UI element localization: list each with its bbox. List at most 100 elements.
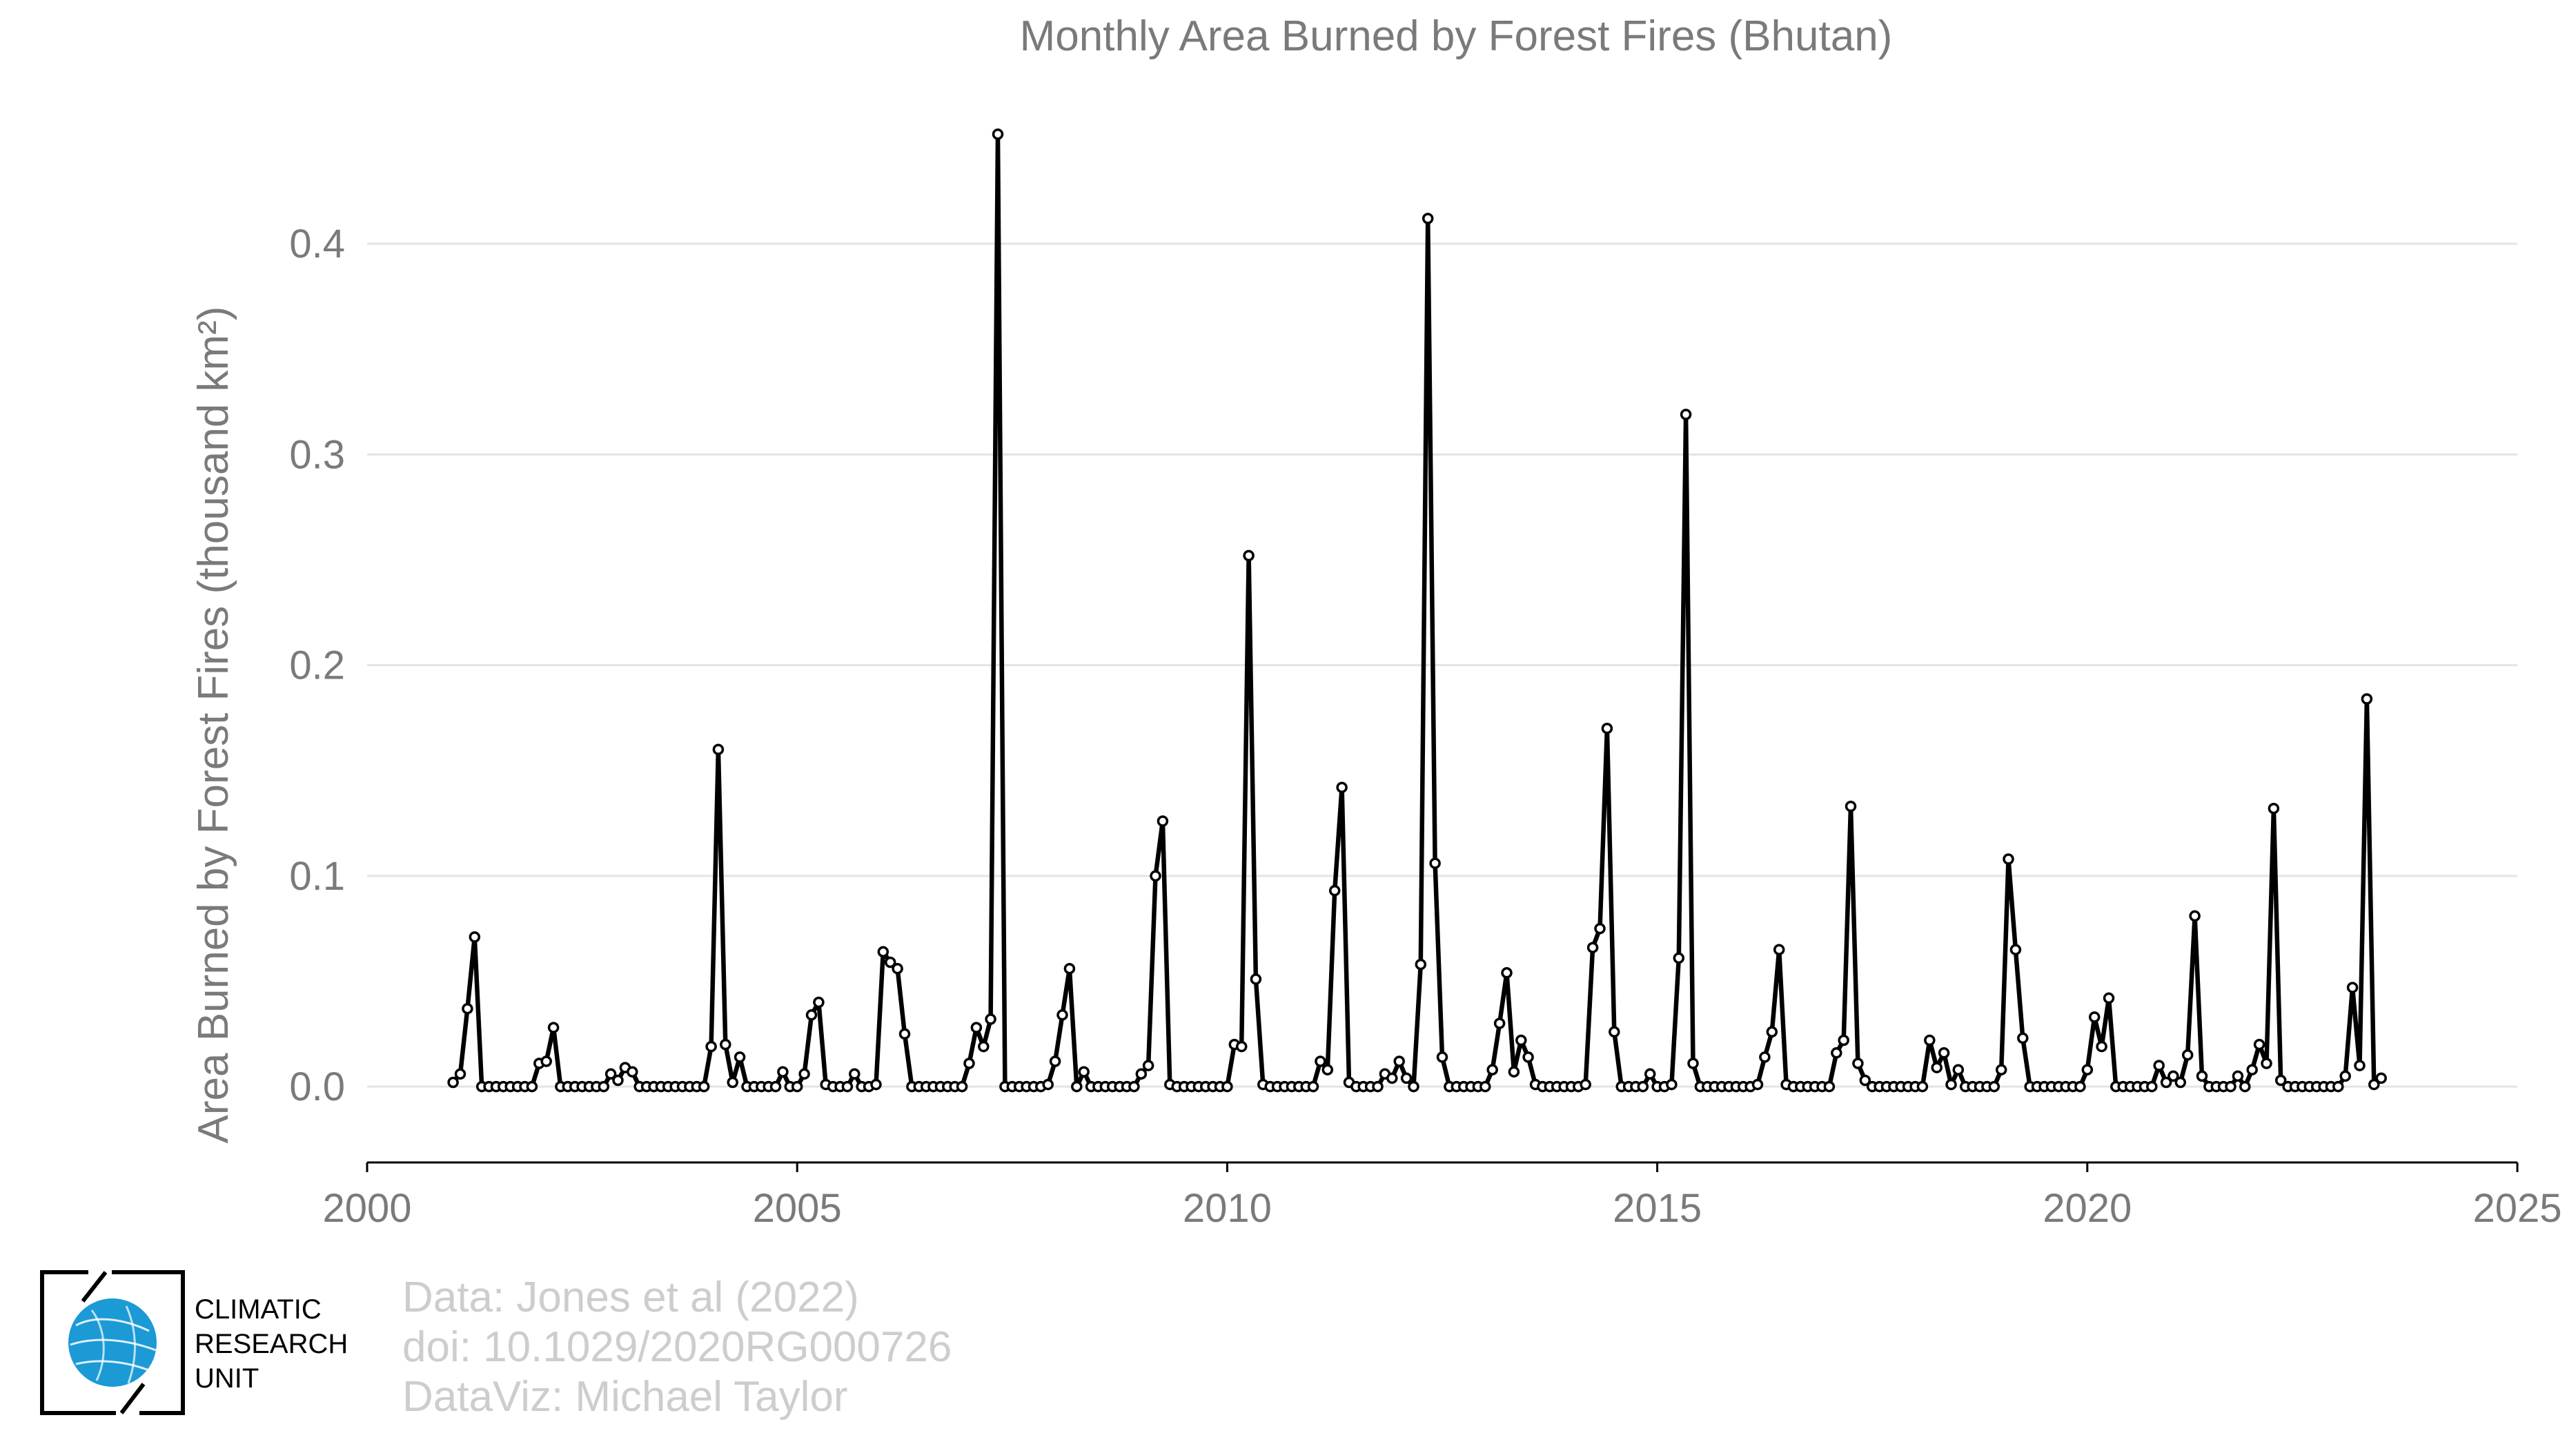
- data-point: [2361, 693, 2373, 705]
- data-point: [1501, 967, 1513, 979]
- data-point: [2103, 992, 2115, 1004]
- data-point: [2146, 1080, 2158, 1093]
- y-tick-label: 0.2: [289, 643, 345, 688]
- data-point: [791, 1080, 803, 1093]
- data-point: [1221, 1080, 1233, 1093]
- data-point: [1988, 1080, 2000, 1093]
- data-point: [1609, 1026, 1620, 1038]
- data-point: [970, 1022, 983, 1033]
- y-tick-label: 0.4: [289, 222, 345, 266]
- series-line: [451, 132, 2383, 1089]
- data-point: [1400, 1072, 1413, 1084]
- data-point: [2174, 1076, 2187, 1089]
- data-point: [1515, 1034, 1527, 1046]
- data-point: [1580, 1078, 1591, 1091]
- credit-doi: doi: 10.1029/2020RG000726: [402, 1323, 952, 1371]
- data-point: [1522, 1051, 1534, 1063]
- x-tick-label: 2005: [753, 1186, 842, 1231]
- data-point: [1673, 952, 1685, 964]
- data-point: [2368, 1078, 2380, 1091]
- data-point: [469, 931, 481, 943]
- data-point: [1078, 1066, 1090, 1078]
- data-point: [598, 1080, 610, 1093]
- y-tick-labels: 0.0 0.1 0.2 0.3 0.4: [289, 222, 345, 1109]
- data-points: [447, 128, 2387, 1093]
- data-point: [627, 1066, 638, 1078]
- data-point: [1328, 884, 1341, 897]
- data-point: [1336, 781, 1348, 793]
- data-point: [1128, 1080, 1140, 1093]
- data-point: [2375, 1072, 2387, 1084]
- data-point: [712, 743, 725, 755]
- x-tick-label: 2010: [1183, 1186, 1272, 1231]
- data-point: [1508, 1066, 1520, 1078]
- data-point: [2017, 1032, 2029, 1044]
- logo-text: CLIMATIC RESEARCH UNIT: [195, 1292, 374, 1396]
- data-point: [447, 1076, 459, 1089]
- data-point: [1687, 1058, 1699, 1069]
- data-point: [1315, 1055, 1326, 1067]
- data-point: [1049, 1055, 1061, 1067]
- data-point: [1759, 1051, 1771, 1063]
- data-point: [2274, 1074, 2287, 1087]
- credit-dataviz: DataViz: Michael Taylor: [402, 1373, 848, 1421]
- data-point: [1831, 1047, 1842, 1059]
- data-point: [2339, 1070, 2351, 1082]
- data-point: [2332, 1080, 2344, 1093]
- logo-text-line-3: UNIT: [195, 1363, 259, 1394]
- data-point: [1838, 1034, 1849, 1046]
- data-point: [2096, 1040, 2107, 1053]
- data-point: [705, 1040, 717, 1053]
- data-point: [1135, 1068, 1148, 1080]
- data-point: [1680, 409, 1692, 420]
- data-point: [1995, 1064, 2007, 1075]
- data-point: [1637, 1080, 1649, 1093]
- data-point: [1952, 1064, 1965, 1075]
- data-point: [2167, 1070, 2179, 1082]
- data-point: [849, 1068, 861, 1080]
- data-point: [1393, 1055, 1405, 1067]
- data-point: [1766, 1026, 1778, 1038]
- credits: Data: Jones et al (2022) doi: 10.1029/20…: [402, 1273, 952, 1422]
- data-point: [2268, 802, 2280, 815]
- logo-text-line-1: CLIMATIC: [195, 1294, 322, 1325]
- data-point: [1586, 942, 1599, 953]
- data-point: [612, 1074, 624, 1087]
- data-point: [1931, 1062, 1943, 1073]
- data-point: [1243, 549, 1255, 562]
- x-tick-label: 2020: [2043, 1186, 2132, 1231]
- data-point: [2088, 1011, 2101, 1023]
- x-tick-marks: [366, 1162, 2519, 1172]
- data-point: [2196, 1070, 2208, 1082]
- data-point: [992, 128, 1004, 140]
- data-point: [604, 1068, 617, 1080]
- data-point: [798, 1068, 810, 1080]
- data-point: [892, 962, 903, 975]
- cru-globe-icon: [40, 1270, 185, 1415]
- data-point: [2181, 1049, 2194, 1061]
- data-point: [2074, 1080, 2086, 1093]
- y-tick-label: 0.1: [289, 854, 345, 899]
- data-point: [1150, 870, 1161, 882]
- data-point: [877, 946, 889, 958]
- data-point: [1422, 213, 1434, 224]
- data-point: [1250, 973, 1262, 985]
- data-point: [698, 1080, 710, 1093]
- data-point: [1945, 1078, 1957, 1091]
- data-point: [462, 1002, 473, 1015]
- x-tick-label: 2025: [2472, 1186, 2562, 1231]
- data-point: [1157, 815, 1169, 827]
- data-point: [2354, 1060, 2366, 1071]
- data-point: [956, 1080, 968, 1093]
- data-point: [1479, 1080, 1491, 1093]
- data-point: [1063, 962, 1076, 975]
- data-point: [870, 1078, 882, 1091]
- data-point: [540, 1055, 552, 1067]
- climatic-research-unit-logo: [40, 1270, 185, 1415]
- data-point: [1386, 1072, 1398, 1084]
- y-axis-label: Area Burned by Forest Fires (thousand km…: [190, 306, 237, 1144]
- data-point: [1924, 1034, 1936, 1046]
- data-point: [734, 1051, 746, 1063]
- data-point: [2253, 1038, 2265, 1051]
